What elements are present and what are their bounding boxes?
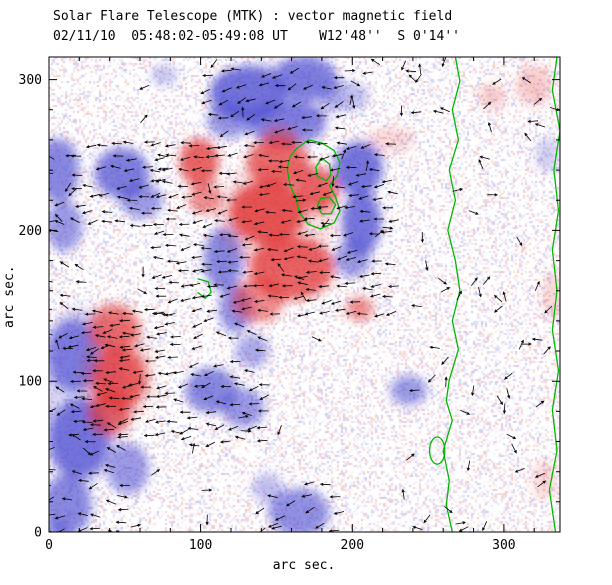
blob-layer bbox=[49, 57, 560, 532]
y-tick-label: 300 bbox=[19, 73, 42, 88]
x-tick-label: 200 bbox=[341, 538, 364, 553]
y-tick-label: 100 bbox=[19, 375, 42, 390]
y-tick-label: 0 bbox=[34, 526, 42, 541]
chart-title: Solar Flare Telescope (MTK) : vector mag… bbox=[53, 9, 453, 24]
y-tick-label: 200 bbox=[19, 224, 42, 239]
x-tick-label: 300 bbox=[492, 538, 515, 553]
x-axis-label: arc sec. bbox=[272, 558, 336, 573]
axis-frame: 0 100 200 300 0 100 200 300 bbox=[19, 56, 561, 553]
vector-layer bbox=[49, 57, 560, 532]
x-tick-label: 100 bbox=[189, 538, 212, 553]
chart-subtitle: 02/11/10 05:48:02-05:49:08 UT W12'48'' S… bbox=[53, 29, 460, 44]
x-tick-label: 0 bbox=[45, 538, 53, 553]
y-axis-label: arc sec. bbox=[2, 265, 17, 328]
